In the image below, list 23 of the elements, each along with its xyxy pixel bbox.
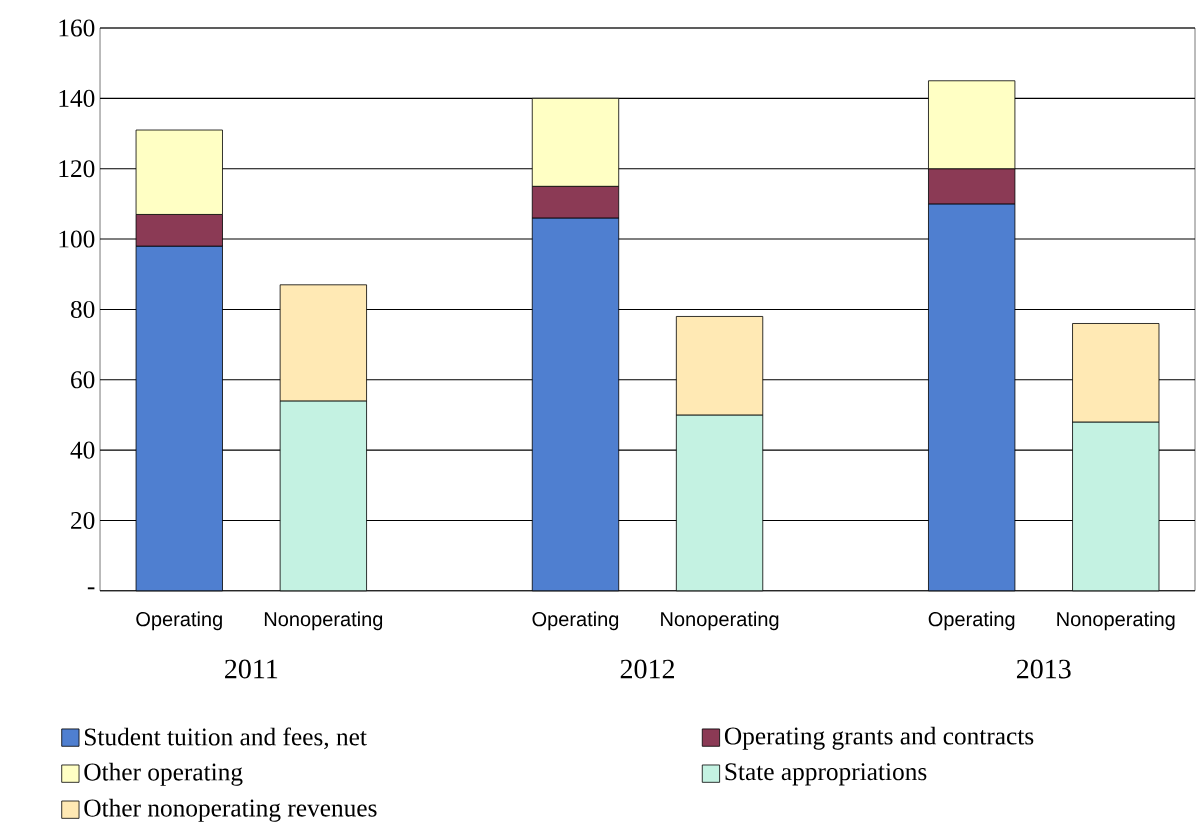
y-tick-label: 100 <box>59 230 95 248</box>
text: 2012 <box>620 659 674 679</box>
x-tick-label: Nonoperating <box>1057 611 1175 631</box>
text: 2011 <box>225 659 278 679</box>
x-tick-label: Nonoperating <box>661 611 779 631</box>
legend-label: Other operating <box>84 762 243 786</box>
y-tick-label: - <box>87 587 95 590</box>
y-tick-label: 20 <box>71 511 95 529</box>
y-tick-label: 120 <box>59 160 95 178</box>
text: 2013 <box>1016 659 1071 679</box>
legend-label: Other nonoperating revenues <box>84 798 377 822</box>
legend-label: Operating grants and contracts <box>724 726 1034 750</box>
y-tick-label: 80 <box>70 300 95 318</box>
legend-label: Student tuition and fees, net <box>85 727 367 750</box>
legend-label: State appropriations <box>725 763 927 786</box>
y-tick-label: 60 <box>71 371 95 389</box>
y-tick-label: 140 <box>59 89 95 107</box>
x-tick-label: Operating <box>532 611 619 631</box>
y-tick-label: 160 <box>59 19 95 37</box>
x-tick-label: Operating <box>136 611 222 631</box>
y-tick-label: 40 <box>70 441 95 459</box>
x-tick-label: Operating <box>928 611 1015 631</box>
x-tick-label: Nonoperating <box>264 611 383 631</box>
